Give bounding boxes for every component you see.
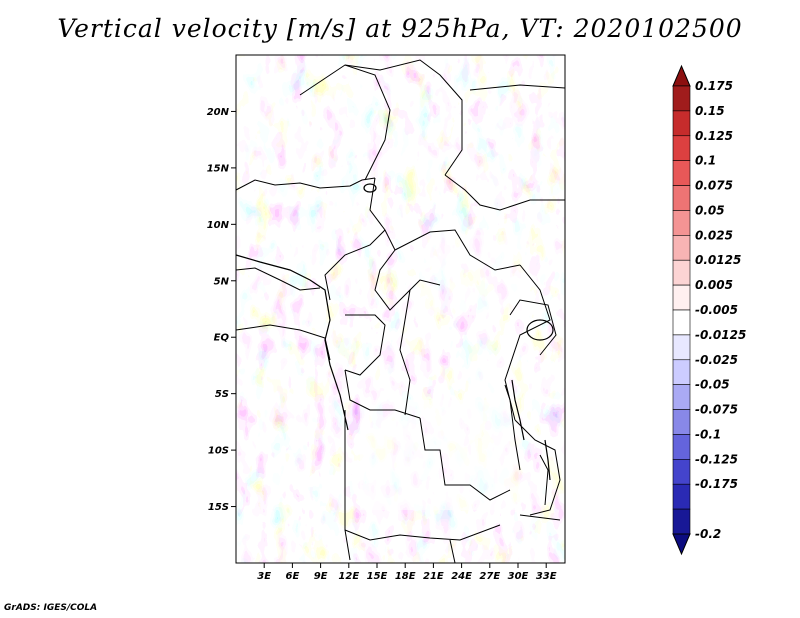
lake-outlines — [235, 183, 554, 481]
lon-tick-label: 27E — [479, 571, 500, 582]
colorbar-segment — [672, 110, 691, 137]
country-borders — [236, 59, 565, 563]
colorbar-label: 0.175 — [695, 79, 733, 93]
lat-tick-label: 20N — [207, 107, 230, 118]
colorbar-segment — [672, 235, 691, 261]
colorbar-label: 0.15 — [695, 104, 725, 118]
colorbar-segment — [672, 334, 691, 361]
colorbar-segment — [672, 309, 691, 336]
colorbar-label: -0.1 — [695, 427, 721, 441]
lon-tick-label: 3E — [257, 571, 271, 582]
lat-tick-label: 5N — [214, 276, 230, 287]
longitude-axis: 3E 6E 9E 12E 15E 18E 21E 24E 27E 30E 33E — [257, 563, 557, 582]
colorbar-label: 0.0125 — [695, 253, 741, 267]
colorbar-label: 0.1 — [695, 154, 716, 168]
colorbar-segment — [672, 284, 691, 311]
colorbar-segment — [672, 185, 691, 211]
lake-tanganyika — [511, 379, 525, 441]
colorbar-segment — [672, 85, 691, 112]
lat-tick-label: 10S — [208, 446, 229, 457]
map-frame — [235, 54, 566, 564]
lake-malawi — [544, 439, 551, 481]
colorbar-label: -0.2 — [695, 527, 721, 541]
colorbar-label: -0.0125 — [695, 328, 746, 342]
colorbar-label: 0.025 — [695, 228, 733, 242]
colorbar-label: -0.125 — [695, 452, 738, 466]
lake-victoria — [526, 319, 554, 341]
calm-region-south — [360, 400, 520, 510]
colorbar-top-arrow — [672, 64, 691, 87]
colorbar-segment — [672, 359, 691, 385]
coastline-west — [235, 254, 349, 431]
colorbar: 0.175 0.15 0.125 0.1 0.075 0.05 0.025 0.0125 0.0… — [672, 64, 746, 556]
lon-tick-label: 9E — [314, 571, 328, 582]
colorbar-label: -0.025 — [695, 353, 738, 367]
lat-tick-label: EQ — [214, 333, 230, 344]
lon-tick-label: 18E — [395, 571, 416, 582]
colorbar-bottom-arrow — [672, 533, 691, 556]
lon-tick-label: 33E — [536, 571, 557, 582]
lat-tick-label: 10N — [207, 220, 230, 231]
colorbar-segment — [672, 434, 691, 460]
lat-tick-label: 15S — [208, 502, 229, 513]
colorbar-segment — [672, 483, 691, 510]
colorbar-segment — [672, 508, 691, 535]
lon-tick-label: 30E — [508, 571, 529, 582]
lon-tick-label: 12E — [338, 571, 359, 582]
colorbar-label: -0.075 — [695, 403, 738, 417]
lon-tick-label: 24E — [451, 571, 472, 582]
colorbar-segment — [672, 259, 691, 286]
lake-chad — [363, 183, 377, 193]
colorbar-label: 0.075 — [695, 179, 733, 193]
colorbar-label: -0.175 — [695, 477, 738, 491]
colorbar-label: -0.05 — [695, 378, 730, 392]
lon-tick-label: 6E — [286, 571, 300, 582]
grads-credit: GrADS: IGES/COLA — [4, 603, 98, 613]
latitude-axis: 20N 15N 10N 5N EQ 5S 10S 15S — [207, 107, 236, 513]
colorbar-segment — [672, 384, 691, 410]
plot-title: Vertical velocity [m/s] at 925hPa, VT: 2… — [57, 14, 743, 43]
colorbar-label: 0.05 — [695, 203, 725, 217]
lat-tick-label: 15N — [207, 163, 230, 174]
colorbar-label: -0.005 — [695, 303, 738, 317]
colorbar-segment — [672, 160, 691, 186]
colorbar-label: 0.005 — [695, 278, 733, 292]
velocity-field — [236, 55, 565, 563]
lon-tick-label: 21E — [423, 571, 444, 582]
lon-tick-label: 15E — [367, 571, 388, 582]
colorbar-segment — [672, 135, 691, 161]
colorbar-label: 0.125 — [695, 129, 733, 143]
colorbar-segment — [672, 210, 691, 236]
colorbar-segment — [672, 409, 691, 435]
lat-tick-label: 5S — [215, 389, 229, 400]
calm-region-central — [420, 235, 530, 315]
colorbar-segment — [672, 459, 691, 485]
